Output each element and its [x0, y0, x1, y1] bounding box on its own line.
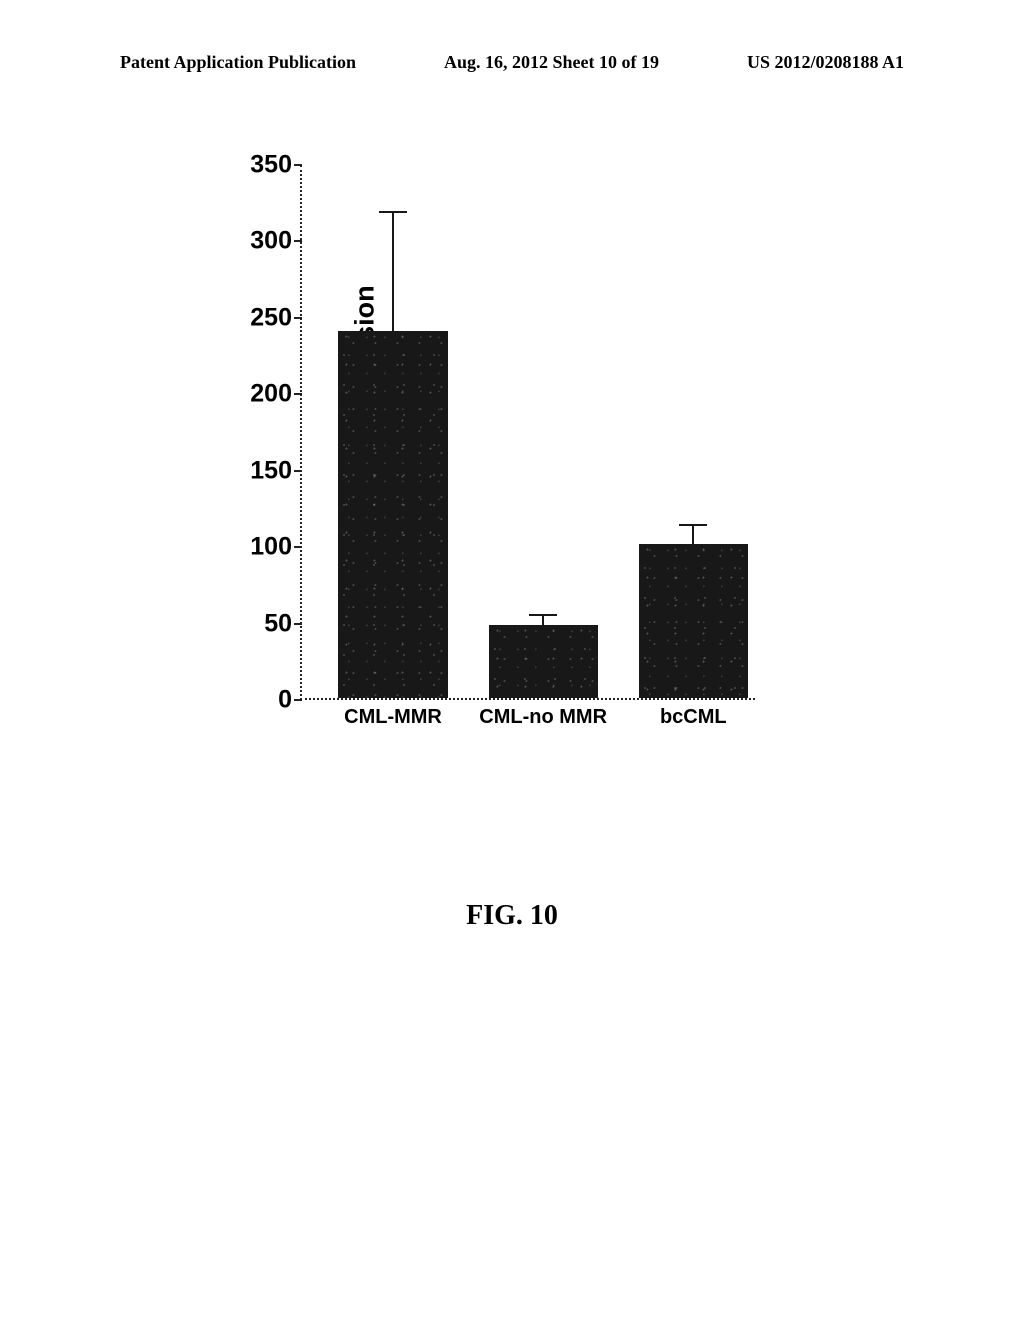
plot-area: 050100150200250300350CML-MMRCML-no MMRbc… — [300, 165, 755, 700]
header-left: Patent Application Publication — [120, 52, 356, 73]
bar — [338, 331, 447, 698]
error-bar-stem — [392, 211, 394, 333]
x-tick-label: CML-MMR — [344, 706, 442, 729]
y-tick-mark — [294, 164, 302, 166]
error-bar-cap — [529, 614, 557, 616]
figure-caption: FIG. 10 — [0, 900, 1024, 932]
header-center: Aug. 16, 2012 Sheet 10 of 19 — [444, 52, 659, 73]
y-tick-mark — [294, 470, 302, 472]
header-right: US 2012/0208188 A1 — [747, 52, 904, 73]
error-bar-stem — [692, 524, 694, 545]
error-bar-cap — [679, 524, 707, 526]
x-tick-label: CML-no MMR — [479, 706, 607, 729]
y-tick-label: 250 — [250, 303, 292, 332]
y-tick-label: 100 — [250, 533, 292, 562]
y-tick-mark — [294, 623, 302, 625]
y-tick-label: 50 — [264, 609, 292, 638]
y-tick-label: 300 — [250, 227, 292, 256]
page-header: Patent Application Publication Aug. 16, … — [0, 52, 1024, 73]
y-tick-label: 0 — [278, 686, 292, 715]
y-tick-label: 350 — [250, 151, 292, 180]
error-bar-cap — [379, 211, 407, 213]
x-tick-label: bcCML — [660, 706, 727, 729]
y-tick-label: 200 — [250, 380, 292, 409]
y-tick-mark — [294, 393, 302, 395]
y-tick-mark — [294, 699, 302, 701]
y-tick-mark — [294, 317, 302, 319]
bar-chart: Relative gene expression 050100150200250… — [185, 165, 775, 740]
bar — [639, 544, 748, 698]
bar — [489, 625, 598, 698]
y-tick-label: 150 — [250, 456, 292, 485]
y-tick-mark — [294, 240, 302, 242]
y-tick-mark — [294, 546, 302, 548]
